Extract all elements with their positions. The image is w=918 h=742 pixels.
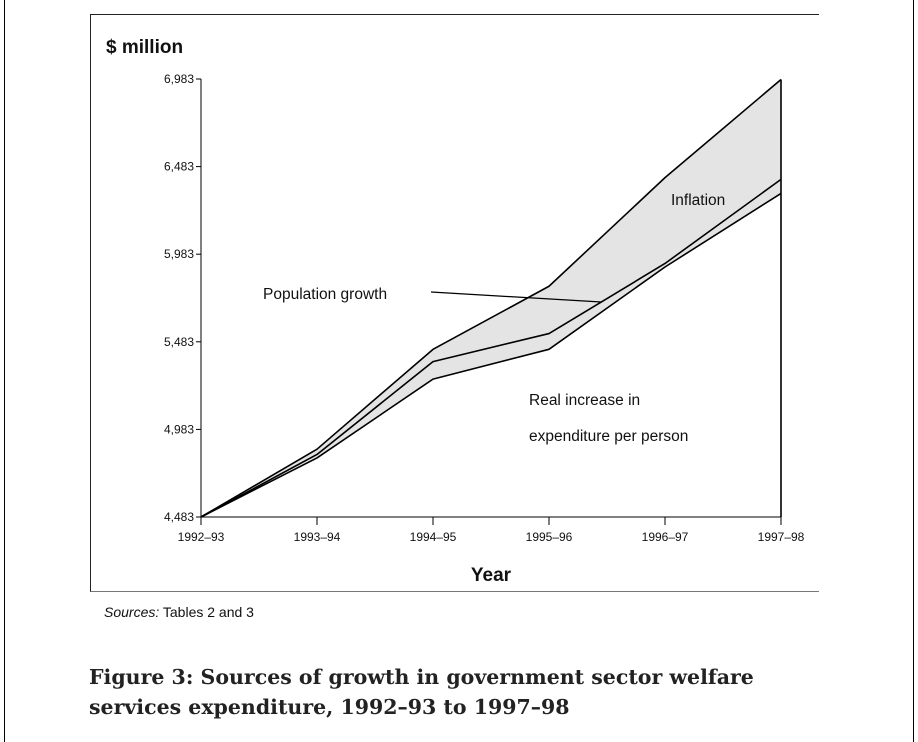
sources-note: Sources: Tables 2 and 3	[104, 604, 254, 620]
annotation-population-growth: Population growth	[263, 286, 387, 303]
x-tick-label: 1996–97	[642, 530, 689, 544]
annotation-real-increase-line-1: Real increase in	[529, 392, 640, 409]
series-line-1	[200, 192, 782, 518]
x-tick-label: 1992–93	[178, 530, 225, 544]
y-tick-label: 4,483	[164, 510, 194, 524]
x-tick-label: 1994–95	[410, 530, 457, 544]
x-tick-label: 1993–94	[294, 530, 341, 544]
page-border-left	[4, 0, 5, 742]
figure-caption-line-2: services expenditure, 1992–93 to 1997–98	[89, 695, 570, 719]
chart-panel: 4,483 4,983 5,483 5,983 6,483 6,983 1992–93 199…	[90, 14, 819, 592]
sources-text: Tables 2 and 3	[162, 604, 254, 620]
figure-caption: Figure 3: Sources of growth in governmen…	[89, 662, 849, 722]
y-axis-title: $ million	[106, 37, 183, 58]
y-tick-label: 5,983	[164, 247, 194, 261]
y-tick-label: 4,983	[164, 422, 194, 436]
x-axis-title: Year	[471, 565, 512, 586]
annotation-real-increase-line-2: expenditure per person	[529, 428, 688, 445]
chart: 4,483 4,983 5,483 5,983 6,483 6,983 1992–93 199…	[106, 37, 805, 586]
y-tick-label: 6,483	[164, 160, 194, 174]
series-line-2	[200, 178, 782, 518]
population-leader-line	[430, 291, 602, 303]
figure-caption-line-1: Figure 3: Sources of growth in governmen…	[89, 665, 754, 689]
x-tick-label: 1997–98	[758, 530, 805, 544]
y-tick-label: 6,983	[164, 72, 194, 86]
sources-label: Sources:	[104, 604, 160, 620]
page-border-right	[913, 0, 914, 742]
y-tick-label: 5,483	[164, 335, 194, 349]
page-frame	[4, 0, 914, 742]
series-line-3	[200, 78, 782, 518]
x-tick-label: 1995–96	[526, 530, 573, 544]
annotation-inflation: Inflation	[671, 192, 725, 209]
